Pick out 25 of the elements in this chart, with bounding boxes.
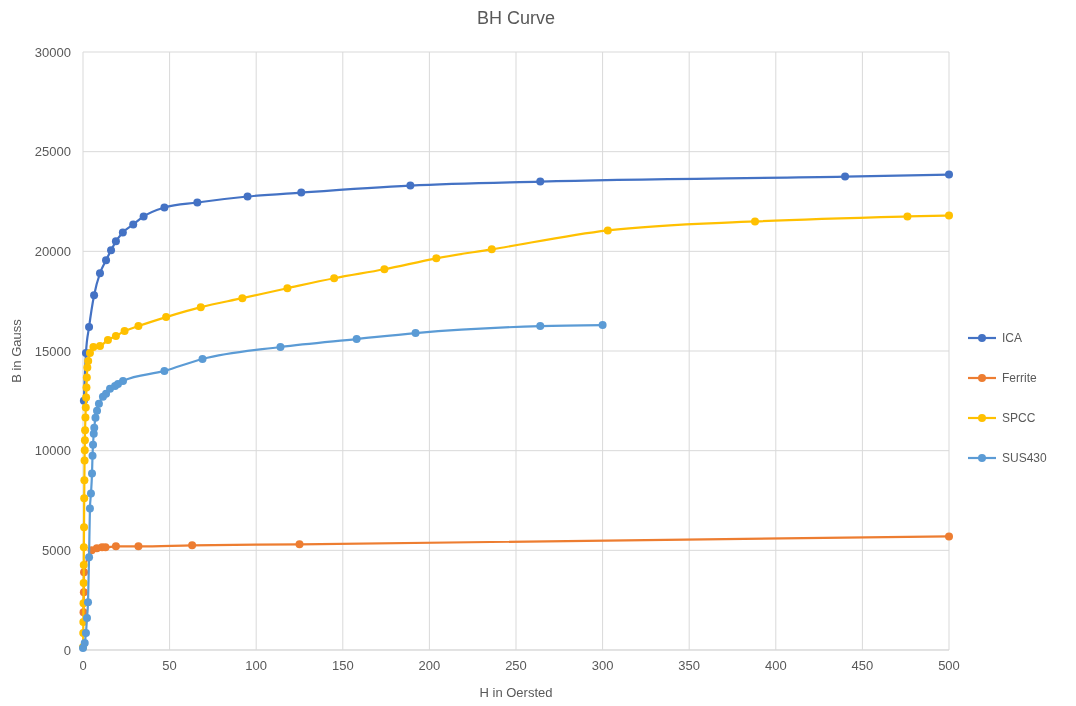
y-tick-label: 15000 bbox=[34, 343, 71, 359]
x-tick-label: 450 bbox=[851, 658, 874, 673]
y-tick-label: 20000 bbox=[34, 243, 71, 259]
chart-title: BH Curve bbox=[476, 8, 556, 28]
x-tick-label: 100 bbox=[245, 658, 268, 673]
x-tick-label: 350 bbox=[678, 658, 701, 673]
y-tick-label: 25000 bbox=[34, 144, 71, 160]
x-tick-label: 200 bbox=[418, 658, 441, 673]
x-tick-label: 150 bbox=[331, 658, 354, 673]
x-axis-title: H in Oersted bbox=[479, 685, 553, 700]
x-tick-label: 300 bbox=[591, 658, 614, 673]
x-tick-label: 0 bbox=[79, 658, 87, 673]
x-tick-label: 400 bbox=[764, 658, 787, 673]
y-axis-title: B in Gauss bbox=[9, 318, 24, 383]
x-tick-label: 500 bbox=[938, 658, 960, 673]
legend-label: Ferrite bbox=[1002, 371, 1037, 386]
y-tick-label: 5000 bbox=[42, 542, 71, 558]
legend-label: ICA bbox=[1002, 331, 1023, 346]
y-tick-label: 30000 bbox=[34, 44, 71, 60]
legend-label: SUS430 bbox=[1002, 451, 1048, 466]
x-tick-label: 50 bbox=[162, 658, 177, 673]
y-tick-label: 0 bbox=[63, 642, 71, 658]
legend-label: SPCC bbox=[1002, 411, 1036, 426]
x-tick-label: 250 bbox=[505, 658, 527, 673]
y-tick-label: 10000 bbox=[34, 443, 71, 459]
